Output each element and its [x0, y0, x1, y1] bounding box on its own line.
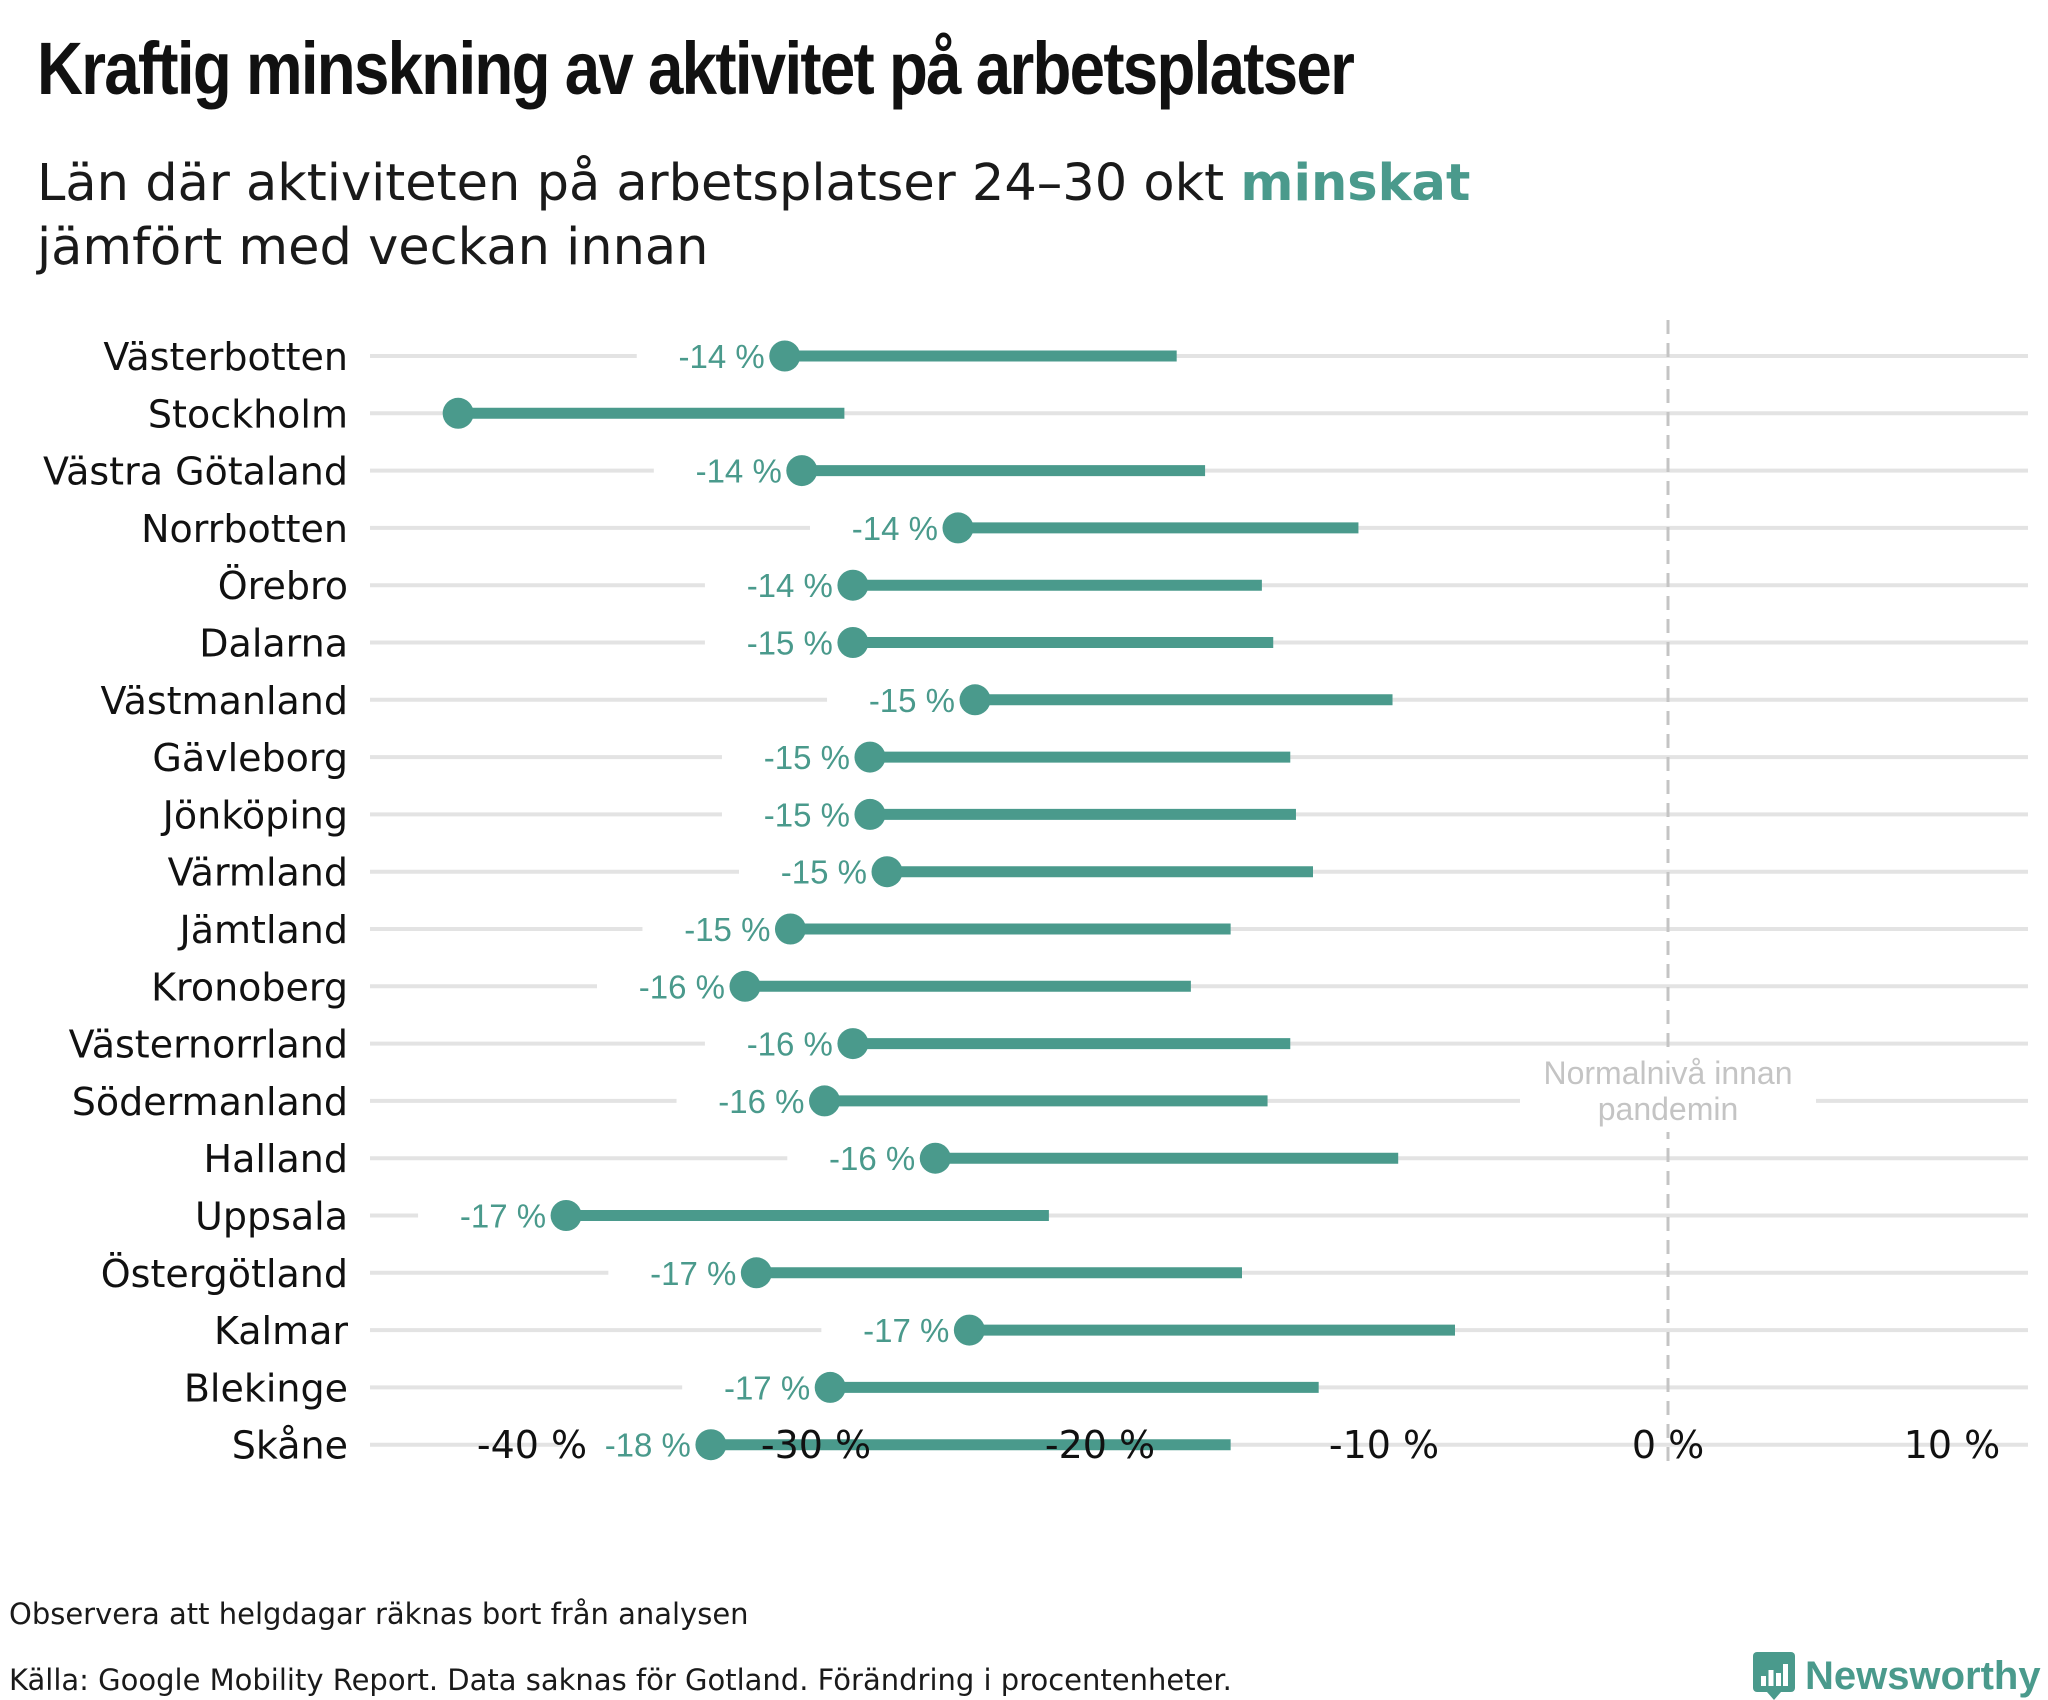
category-label: Jämtland: [178, 908, 348, 952]
category-label: Jönköping: [161, 793, 348, 837]
change-label: -15 %: [764, 739, 850, 776]
category-label: Gävleborg: [152, 736, 348, 780]
category-label: Stockholm: [148, 392, 348, 436]
change-label: -14 %: [696, 453, 782, 490]
category-label: Dalarna: [199, 622, 348, 666]
chart-labels: Västerbotten -14 % Stockholm Västra Götalan…: [43, 335, 955, 1468]
dumbbell-dot: [740, 1257, 772, 1289]
chart-subtitle: Län där aktiviteten på arbetsplatser 24–…: [37, 152, 1470, 280]
dumbbell-dot: [809, 1085, 841, 1117]
change-label: -15 %: [869, 682, 955, 719]
dumbbell-dot: [837, 569, 869, 601]
subtitle-text-line2: jämfört med veckan innan: [37, 218, 709, 277]
change-label: -17 %: [863, 1312, 949, 1349]
change-label: -17 %: [724, 1369, 810, 1406]
subtitle-text: Län där aktiviteten på arbetsplatser 24–…: [37, 154, 1241, 213]
subtitle-highlight: minskat: [1240, 154, 1471, 213]
dumbbell-dot: [837, 1028, 869, 1060]
x-tick-label: -10 %: [1329, 1423, 1439, 1467]
reference-label-bg: [1520, 1056, 1816, 1132]
x-tick-label: -20 %: [1045, 1423, 1155, 1467]
category-label: Södermanland: [72, 1080, 348, 1124]
dumbbell-dot: [814, 1371, 846, 1403]
dumbbell-dot: [774, 913, 806, 945]
chart-title: Kraftig minskning av aktivitet på arbets…: [37, 27, 1355, 110]
change-label: -16 %: [829, 1140, 915, 1177]
category-label: Halland: [204, 1137, 348, 1181]
change-label: -18 %: [605, 1427, 691, 1464]
grid-lines: [370, 354, 2028, 1447]
dumbbell-dot: [837, 627, 869, 658]
change-label: -14 %: [747, 567, 833, 604]
dumbbell-dot: [953, 1314, 985, 1346]
category-label: Västernorrland: [69, 1023, 348, 1067]
change-label: -15 %: [781, 854, 867, 891]
x-tick-label: -40 %: [477, 1423, 587, 1467]
category-label: Örebro: [218, 564, 348, 608]
category-label: Värmland: [168, 851, 348, 895]
category-label: Blekinge: [184, 1366, 348, 1410]
reference-label: Normalnivå innan: [1543, 1055, 1792, 1091]
category-label: Västra Götaland: [43, 450, 348, 494]
category-label: Skåne: [232, 1424, 348, 1468]
change-label: -16 %: [747, 1026, 833, 1063]
chart-marks: [442, 340, 1455, 1461]
brand-logo: Newsworthy: [1753, 1652, 2041, 1700]
source-note: Källa: Google Mobility Report. Data sakn…: [9, 1663, 1232, 1697]
reference-label: pandemin: [1598, 1091, 1739, 1127]
category-label: Kronoberg: [151, 965, 348, 1009]
category-label: Uppsala: [195, 1195, 348, 1239]
category-label: Västmanland: [101, 679, 348, 723]
x-tick-label: 10 %: [1904, 1423, 2001, 1467]
change-label: -14 %: [679, 338, 765, 375]
dumbbell-dot: [942, 512, 974, 544]
dumbbell-dot: [854, 798, 886, 830]
change-label: -15 %: [764, 796, 850, 833]
change-label: -17 %: [650, 1255, 736, 1292]
dumbbell-dot: [854, 741, 886, 773]
dumbbell-dot: [695, 1429, 727, 1461]
category-label: Västerbotten: [103, 335, 348, 379]
dumbbell-dot: [871, 856, 903, 888]
category-label: Norrbotten: [141, 507, 348, 551]
change-label: -16 %: [718, 1083, 804, 1120]
dumbbell-dot: [550, 1200, 582, 1231]
dumbbell-dot: [769, 340, 801, 372]
change-label: -15 %: [747, 625, 833, 662]
x-tick-label: -30 %: [761, 1423, 871, 1467]
dumbbell-dot: [959, 684, 991, 716]
category-label: Kalmar: [214, 1309, 348, 1353]
dumbbell-dot: [786, 455, 818, 487]
change-label: -14 %: [852, 510, 938, 547]
newsworthy-logo-icon: [1753, 1652, 1795, 1700]
brand-name: Newsworthy: [1805, 1653, 2041, 1698]
dumbbell-dot: [442, 397, 474, 429]
dumbbell-dot: [729, 970, 761, 1002]
x-axis: -40 % -30 % -20 % -10 % 0 % 10 %: [477, 1423, 2000, 1467]
footnote: Observera att helgdagar räknas bort från…: [9, 1597, 749, 1631]
change-label: -17 %: [460, 1198, 546, 1235]
category-label: Östergötland: [101, 1252, 348, 1296]
dumbbell-dot: [919, 1142, 951, 1174]
change-label: -16 %: [639, 968, 725, 1005]
change-label: -15 %: [684, 911, 770, 948]
x-tick-label: 0 %: [1632, 1423, 1704, 1467]
